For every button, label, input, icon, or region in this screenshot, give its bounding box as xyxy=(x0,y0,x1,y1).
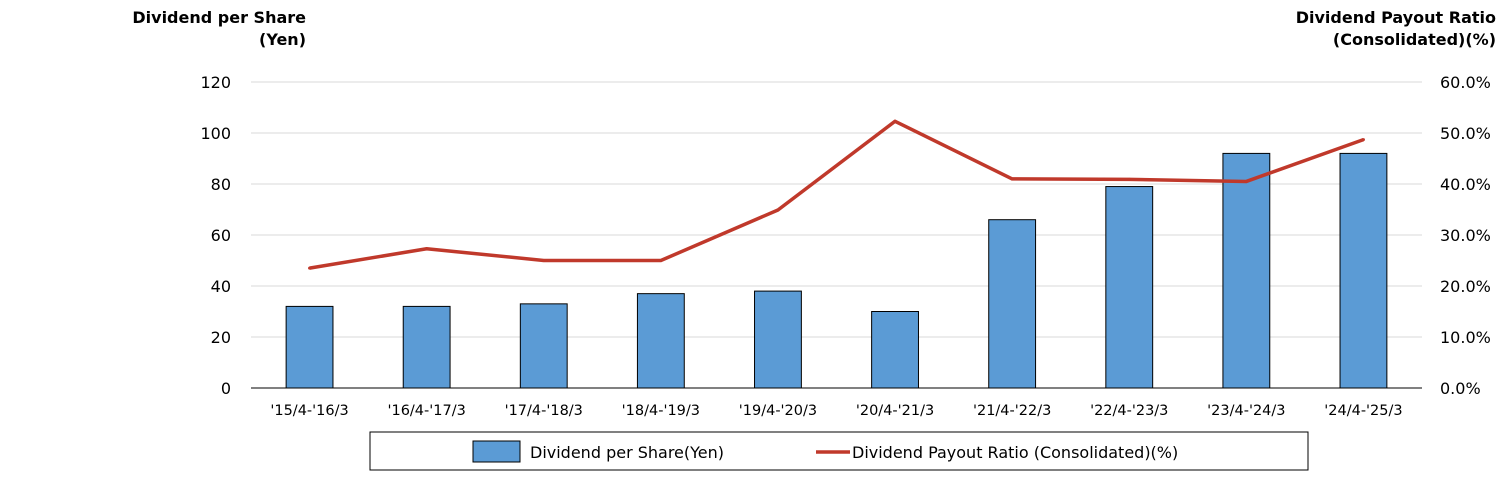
bar xyxy=(519,303,568,389)
line-point xyxy=(1244,179,1248,183)
right-tick-label: 20.0% xyxy=(1440,277,1491,296)
line-point xyxy=(776,208,780,212)
left-tick-label: 0 xyxy=(221,379,231,398)
bar xyxy=(988,219,1037,389)
x-tick-label: '16/4-'17/3 xyxy=(387,403,465,419)
x-tick-label: '19/4-'20/3 xyxy=(739,403,817,419)
legend-bar-swatch xyxy=(472,440,521,463)
right-axis-title: Dividend Payout Ratio (Consolidated)(%) xyxy=(1236,7,1496,51)
right-tick-label: 50.0% xyxy=(1440,124,1491,143)
legend-bar-label: Dividend per Share(Yen) xyxy=(530,443,724,462)
left-axis-title-line-1: Dividend per Share xyxy=(132,8,306,27)
bar xyxy=(285,305,334,389)
x-tick-label: '17/4-'18/3 xyxy=(505,403,583,419)
payout-ratio-line xyxy=(309,119,1365,270)
legend-line-label: Dividend Payout Ratio (Consolidated)(%) xyxy=(852,443,1178,462)
bar-series xyxy=(285,152,1388,389)
left-tick-label: 80 xyxy=(211,175,231,194)
left-tick-label: 100 xyxy=(200,124,231,143)
line-point xyxy=(1127,177,1131,181)
x-tick-label: '22/4-'23/3 xyxy=(1090,403,1168,419)
right-axis-title-line-1: Dividend Payout Ratio xyxy=(1295,8,1496,27)
right-axis-ticks: 0.0% 10.0% 20.0% 30.0% 40.0% 50.0% 60.0% xyxy=(1440,73,1491,398)
bar xyxy=(402,305,451,389)
x-axis-ticks: '15/4-'16/3 '16/4-'17/3 '17/4-'18/3 '18/4-'… xyxy=(270,403,1402,419)
bar xyxy=(1339,152,1388,389)
left-axis-title: Dividend per Share (Yen) xyxy=(120,7,306,51)
x-tick-label: '20/4-'21/3 xyxy=(856,403,934,419)
bar xyxy=(754,290,802,389)
line-point xyxy=(1010,177,1014,181)
x-tick-label: '24/4-'25/3 xyxy=(1324,403,1402,419)
x-tick-label: '18/4-'19/3 xyxy=(622,403,700,419)
left-axis-title-line-2: (Yen) xyxy=(259,30,306,49)
line-point xyxy=(1361,138,1365,142)
right-tick-label: 60.0% xyxy=(1440,73,1491,92)
right-tick-label: 40.0% xyxy=(1440,175,1491,194)
left-tick-label: 20 xyxy=(211,328,231,347)
line-point xyxy=(659,259,663,262)
line-point xyxy=(308,266,312,270)
right-tick-label: 0.0% xyxy=(1440,379,1481,398)
left-tick-label: 60 xyxy=(211,226,231,245)
line-point xyxy=(542,259,546,262)
bar xyxy=(1105,186,1154,389)
right-tick-label: 10.0% xyxy=(1440,328,1491,347)
line-series xyxy=(308,119,1365,270)
x-tick-label: '23/4-'24/3 xyxy=(1207,403,1285,419)
line-point xyxy=(425,247,429,251)
line-point xyxy=(893,119,897,123)
left-tick-label: 40 xyxy=(211,277,231,296)
left-axis-ticks: 0 20 40 60 80 100 120 xyxy=(200,73,231,398)
x-tick-label: '21/4-'22/3 xyxy=(973,403,1051,419)
right-tick-label: 30.0% xyxy=(1440,226,1491,245)
bar xyxy=(1222,152,1271,389)
x-tick-label: '15/4-'16/3 xyxy=(270,403,348,419)
right-axis-title-line-2: (Consolidated)(%) xyxy=(1332,30,1496,49)
legend: Dividend per Share(Yen) Dividend Payout … xyxy=(369,431,1309,471)
bar xyxy=(636,293,685,389)
bar xyxy=(871,311,919,389)
left-tick-label: 120 xyxy=(200,73,231,92)
